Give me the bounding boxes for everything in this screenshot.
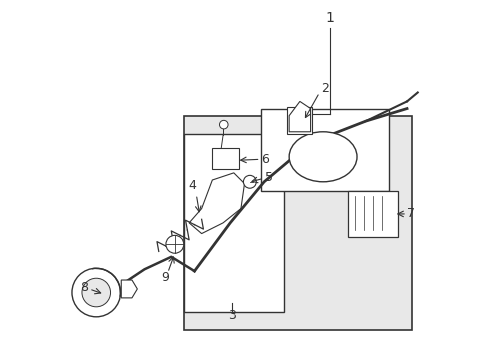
- Text: 4: 4: [188, 179, 196, 192]
- Polygon shape: [288, 102, 310, 132]
- FancyBboxPatch shape: [260, 109, 388, 191]
- Text: 3: 3: [227, 309, 235, 322]
- Circle shape: [82, 278, 110, 307]
- Text: 5: 5: [264, 171, 272, 184]
- Circle shape: [165, 235, 183, 253]
- FancyBboxPatch shape: [287, 107, 312, 134]
- Text: 7: 7: [407, 207, 414, 220]
- FancyBboxPatch shape: [347, 191, 397, 237]
- Circle shape: [72, 268, 121, 317]
- Circle shape: [243, 175, 256, 188]
- Circle shape: [219, 120, 227, 129]
- FancyBboxPatch shape: [183, 116, 411, 330]
- Text: 9: 9: [161, 271, 169, 284]
- FancyBboxPatch shape: [212, 148, 239, 169]
- FancyBboxPatch shape: [183, 134, 283, 312]
- Text: 2: 2: [320, 82, 328, 95]
- Text: 6: 6: [261, 153, 268, 166]
- Text: 8: 8: [81, 282, 88, 294]
- Text: 1: 1: [325, 10, 334, 24]
- Ellipse shape: [288, 132, 356, 182]
- Polygon shape: [121, 280, 137, 298]
- Polygon shape: [189, 173, 244, 234]
